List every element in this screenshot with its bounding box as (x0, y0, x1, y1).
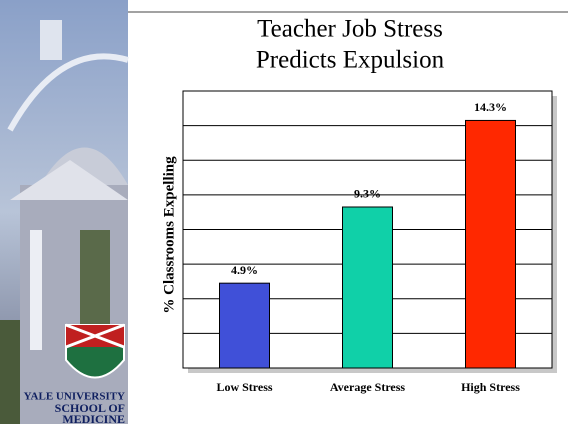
page: {"sidebar": {"lines": ["YALE UNIVERSITY"… (0, 0, 568, 424)
bar (220, 283, 270, 368)
y-axis-label: % Classrooms Expelling (161, 156, 177, 314)
x-tick-label: High Stress (461, 380, 520, 394)
x-tick-label: Average Stress (330, 380, 406, 394)
bar (466, 120, 516, 368)
bar (343, 207, 393, 368)
chart-title: Predicts Expulsion (256, 47, 445, 74)
sidebar-image (0, 0, 128, 424)
logo-line: MEDICINE (62, 412, 125, 424)
value-label: 9.3% (354, 187, 381, 201)
slide: YALE UNIVERSITY SCHOOL OF MEDICINE Teach… (0, 0, 568, 424)
chart-title: Teacher Job Stress (257, 16, 443, 43)
value-label: 14.3% (474, 100, 507, 114)
value-label: 4.9% (231, 263, 258, 277)
x-tick-label: Low Stress (216, 380, 272, 394)
